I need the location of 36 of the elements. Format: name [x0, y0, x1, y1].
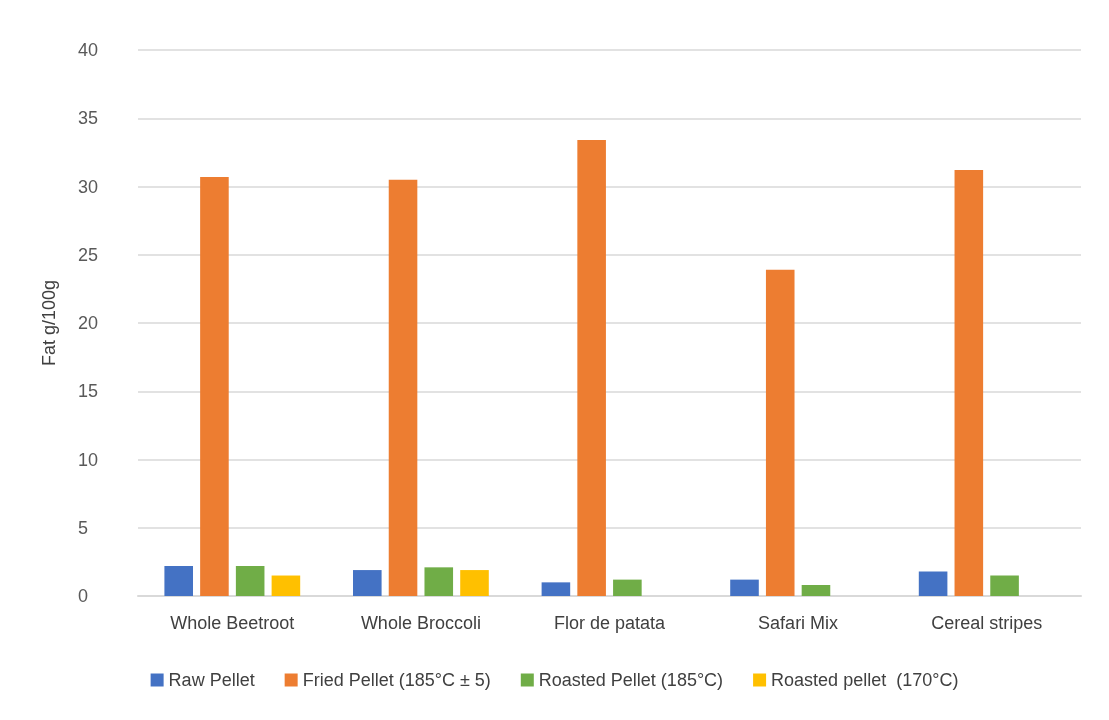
bar: [613, 579, 642, 596]
legend-label: Raw Pellet: [168, 670, 255, 690]
bar: [577, 140, 606, 596]
y-tick-label: 40: [78, 40, 99, 60]
bar: [164, 565, 193, 596]
x-tick-label: Cereal stripes: [931, 613, 1043, 633]
y-tick-label: 0: [78, 586, 89, 606]
bar: [235, 565, 265, 596]
legend-label: Fried Pellet (185°C ± 5): [302, 670, 491, 690]
bar: [765, 269, 795, 596]
y-tick-label: 5: [78, 517, 89, 538]
legend-label: Roasted Pellet (185°C): [538, 670, 724, 690]
bar: [424, 567, 454, 596]
y-tick-label: 25: [78, 244, 99, 265]
y-tick-label: 15: [78, 381, 99, 402]
bar: [388, 179, 418, 596]
x-tick-label: Whole Beetroot: [170, 613, 295, 633]
legend-label: Roasted pellet (170°C): [771, 670, 959, 690]
bar: [730, 579, 759, 596]
x-tick-label: Flor de patata: [553, 613, 667, 633]
y-axis-title: Fat g/100g: [39, 279, 59, 367]
bar: [954, 170, 984, 596]
y-tick-label: 30: [78, 176, 99, 197]
y-tick-label: 35: [78, 108, 99, 129]
bar: [460, 570, 489, 596]
bar: [990, 575, 1019, 596]
bar: [801, 585, 831, 596]
bar: [541, 582, 571, 596]
bar: [271, 575, 301, 596]
x-tick-label: Safari Mix: [758, 613, 839, 633]
y-tick-label: 20: [78, 313, 99, 333]
y-tick-label: 10: [78, 449, 99, 470]
bar: [918, 571, 948, 596]
bar: [200, 176, 229, 596]
bar: [353, 570, 382, 596]
x-tick-label: Whole Broccoli: [360, 613, 481, 633]
